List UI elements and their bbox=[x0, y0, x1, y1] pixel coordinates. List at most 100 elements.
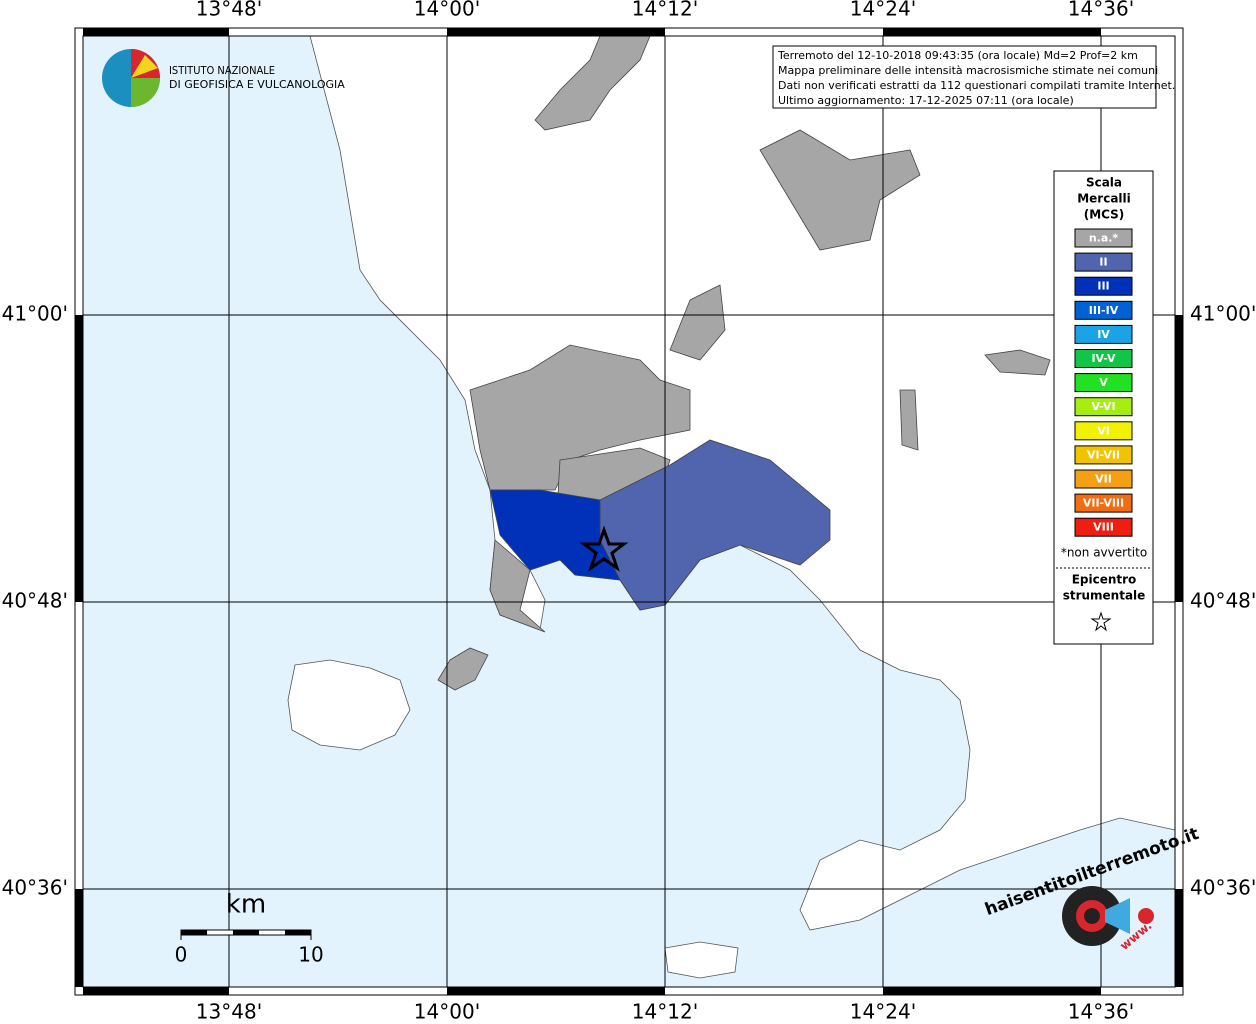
comune bbox=[899, 389, 919, 451]
lon-tick-label: 14°00' bbox=[414, 0, 480, 21]
legend-star bbox=[1090, 611, 1112, 632]
frame-segment bbox=[447, 28, 665, 36]
legend-label: VI-VII bbox=[1087, 448, 1120, 461]
comune bbox=[984, 349, 1051, 376]
frame-border bbox=[74, 27, 1184, 996]
frame-segment bbox=[883, 987, 1101, 995]
lon-tick-label: 14°24' bbox=[850, 0, 916, 21]
comune bbox=[534, 35, 651, 131]
frame-segment bbox=[665, 987, 883, 995]
legend-swatch bbox=[1074, 373, 1133, 393]
frame-segment bbox=[83, 987, 229, 995]
legend-title: (MCS) bbox=[1084, 208, 1125, 222]
logo-text: ISTITUTO NAZIONALE bbox=[169, 64, 275, 77]
scale-unit: km bbox=[226, 890, 266, 920]
legend-swatch bbox=[1074, 349, 1133, 368]
frame-segment bbox=[1175, 36, 1183, 315]
legend-swatch bbox=[1074, 493, 1133, 513]
comune bbox=[599, 439, 831, 611]
frame-segment bbox=[83, 28, 229, 36]
capri bbox=[664, 941, 739, 979]
legend-label: IV-V bbox=[1091, 352, 1116, 365]
frame-segment bbox=[1101, 987, 1175, 995]
scale-bar: km 0 10 bbox=[175, 890, 324, 967]
frame-segment bbox=[1101, 28, 1175, 36]
logo-segment bbox=[131, 55, 158, 78]
epicenter bbox=[579, 525, 629, 572]
logo-segment bbox=[131, 78, 160, 107]
legend: Scala Mercalli (MCS) *non avvertito Epic… bbox=[1053, 170, 1154, 645]
scale-label: 0 bbox=[175, 943, 188, 967]
legend-epicenter: strumentale bbox=[1063, 589, 1146, 603]
frame-segment bbox=[1175, 315, 1183, 602]
frame-segment bbox=[229, 987, 447, 995]
comune bbox=[437, 647, 489, 691]
scale-segment bbox=[233, 930, 259, 935]
frame-segment bbox=[1175, 889, 1183, 987]
legend-label: n.a.* bbox=[1089, 232, 1119, 245]
legend-swatch bbox=[1074, 324, 1133, 344]
frame-segment bbox=[75, 602, 83, 889]
comune bbox=[489, 489, 621, 581]
legend-label: VII bbox=[1095, 473, 1112, 486]
frame-segment bbox=[883, 28, 1101, 36]
frame-segment bbox=[75, 36, 83, 315]
info-line: Mappa preliminare delle intensità macros… bbox=[778, 64, 1158, 77]
legend-note: *non avvertito bbox=[1061, 546, 1147, 560]
lon-tick-label: 13°48' bbox=[196, 0, 262, 21]
info-line: Dati non verificati estratti da 112 ques… bbox=[778, 79, 1175, 92]
legend-label: III bbox=[1097, 280, 1109, 293]
legend-swatch bbox=[1074, 421, 1133, 441]
scale-segment bbox=[285, 930, 311, 935]
watermark-icon bbox=[1084, 908, 1100, 924]
legend-swatch bbox=[1074, 276, 1133, 296]
info-line: Terremoto del 12-10-2018 09:43:35 (ora l… bbox=[777, 49, 1138, 62]
lon-tick-label: 14°12' bbox=[632, 0, 698, 21]
legend-label: VII-VIII bbox=[1083, 497, 1124, 510]
lat-tick-label: 41°00' bbox=[1190, 302, 1256, 326]
info-line: Ultimo aggiornamento: 17-12-2025 07:11 (… bbox=[778, 94, 1074, 107]
legend-swatch bbox=[1074, 300, 1133, 320]
lon-tick-label: 14°36' bbox=[1068, 1000, 1134, 1024]
legend-epicenter: Epicentro bbox=[1072, 573, 1137, 587]
legend-label: III-IV bbox=[1089, 304, 1119, 317]
legend-label: VI bbox=[1097, 424, 1110, 437]
logo-text: DI GEOFISICA E VULCANOLOGIA bbox=[169, 78, 345, 91]
frame-segment bbox=[75, 315, 83, 602]
lon-tick-label: 14°24' bbox=[850, 1000, 916, 1024]
lat-tick-label: 40°48' bbox=[1190, 589, 1256, 613]
map-border bbox=[82, 35, 1176, 988]
lon-tick-label: 14°36' bbox=[1068, 0, 1134, 21]
scale-segment bbox=[181, 930, 207, 935]
legend-label: V-VI bbox=[1091, 400, 1115, 413]
legend-swatch bbox=[1074, 252, 1133, 272]
legend-swatch bbox=[1074, 469, 1133, 489]
legend-title: Scala bbox=[1086, 176, 1122, 190]
ischia bbox=[287, 659, 411, 751]
legend-swatch bbox=[1074, 517, 1133, 537]
watermark-icon bbox=[1138, 908, 1154, 924]
scale-label: 10 bbox=[298, 943, 323, 967]
frame-segment bbox=[665, 28, 883, 36]
legend-label: II bbox=[1099, 256, 1107, 269]
comune bbox=[759, 129, 921, 251]
lon-tick-label: 14°00' bbox=[414, 1000, 480, 1024]
lon-tick-label: 13°48' bbox=[196, 1000, 262, 1024]
legend-label: IV bbox=[1097, 328, 1110, 341]
frame-segment bbox=[75, 889, 83, 987]
watermark-icon bbox=[1105, 898, 1130, 934]
lat-tick-label: 41°00' bbox=[2, 302, 68, 326]
logo: ISTITUTO NAZIONALE DI GEOFISICA E VULCAN… bbox=[102, 49, 345, 107]
info-box: Terremoto del 12-10-2018 09:43:35 (ora l… bbox=[772, 45, 1175, 109]
lat-tick-label: 40°36' bbox=[1190, 876, 1256, 900]
frame-segment bbox=[229, 28, 447, 36]
legend-swatch bbox=[1074, 445, 1133, 465]
comune bbox=[669, 284, 726, 361]
legend-swatch bbox=[1074, 228, 1133, 248]
frame-segment bbox=[1175, 602, 1183, 889]
lon-tick-label: 14°12' bbox=[632, 1000, 698, 1024]
frame-segment bbox=[447, 987, 665, 995]
lat-tick-label: 40°48' bbox=[2, 589, 68, 613]
lat-tick-label: 40°36' bbox=[2, 876, 68, 900]
legend-swatch bbox=[1074, 397, 1133, 417]
